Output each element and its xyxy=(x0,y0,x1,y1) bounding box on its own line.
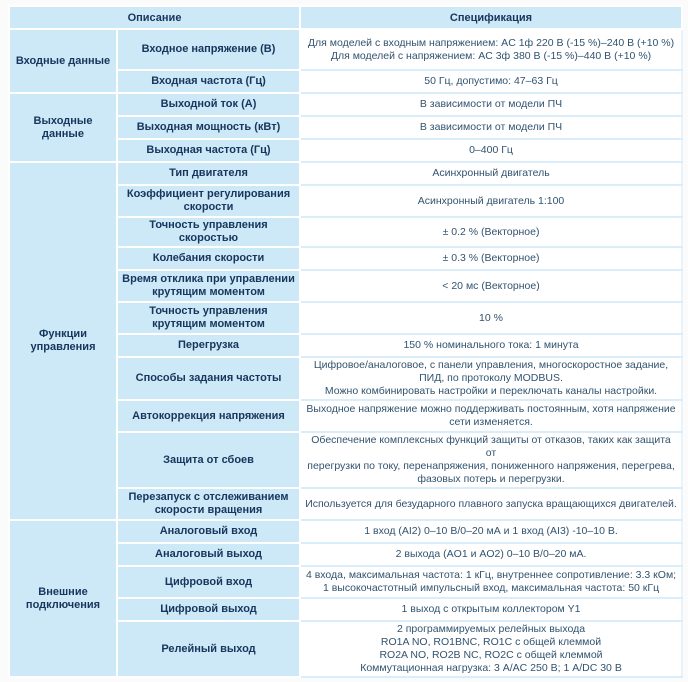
table-row: Выходные данные Выходной ток (А) В завис… xyxy=(8,92,684,163)
header-specification: Спецификация xyxy=(299,5,684,30)
spec-cell: ± 0.3 % (Векторное) xyxy=(299,246,684,271)
spec-cell: 150 % номинального тока: 1 минута xyxy=(299,333,684,358)
param-cell: Колебания скорости xyxy=(115,246,302,271)
spec-cell: ± 0.2 % (Векторное) xyxy=(299,216,684,248)
param-cell: Точность управления скоростью xyxy=(115,216,302,248)
param-cell: Выходной ток (А) xyxy=(115,92,302,117)
table-row: Входные данные Входное напряжение (В) Дл… xyxy=(8,28,684,94)
spec-cell: < 20 мс (Векторное) xyxy=(299,269,684,303)
spec-cell: 2 выхода (AO1 и AO2) 0–10 В/0–20 мА. xyxy=(299,542,684,567)
param-cell: Аналоговый выход xyxy=(115,542,302,567)
param-cell: Аналоговый вход xyxy=(115,519,302,544)
table-row: Перезапуск с отслеживанием скорости вращ… xyxy=(9,487,684,521)
table-row: Коэффициент регулирования скорости Асинх… xyxy=(9,184,684,218)
param-cell: Цифровой выход xyxy=(115,597,302,622)
table-row: Автокоррекция напряжения Выходное напряж… xyxy=(9,399,684,433)
table-row: Выходная мощность (кВт) В зависимости от… xyxy=(9,115,684,140)
group-cell-control-functions: Функции управления xyxy=(8,161,118,521)
table-row: Точность управления скоростью ± 0.2 % (В… xyxy=(9,216,684,248)
spec-cell: Цифровое/аналоговое, с панели управления… xyxy=(299,356,684,401)
param-cell: Перегрузка xyxy=(115,333,302,358)
spec-cell: 0–400 Гц xyxy=(299,138,684,163)
table-row: Защита от сбоев Обеспечение комплексных … xyxy=(9,431,684,489)
table-header-row: Описание Спецификация xyxy=(7,5,684,30)
param-cell: Выходная частота (Гц) xyxy=(115,138,302,163)
spec-cell: 1 выход с открытым коллектором Y1 xyxy=(299,597,684,622)
param-cell: Автокоррекция напряжения xyxy=(115,399,302,433)
spec-cell: 4 входа, максимальная частота: 1 кГц, вн… xyxy=(299,565,684,599)
table-row: Аналоговый выход 2 выхода (AO1 и AO2) 0–… xyxy=(9,542,684,567)
param-cell: Точность управления крутящим моментом xyxy=(115,301,302,335)
table-row: Перегрузка 150 % номинального тока: 1 ми… xyxy=(9,333,684,358)
param-cell: Перезапуск с отслеживанием скорости вращ… xyxy=(115,487,302,521)
spec-cell: 1 вход (AI2) 0–10 В/0–20 мА и 1 вход (AI… xyxy=(299,519,684,544)
param-cell: Тип двигателя xyxy=(115,161,302,186)
group-cell-external-connections: Внешние подключения xyxy=(8,519,118,678)
spec-cell: Выходное напряжение можно поддерживать п… xyxy=(299,399,684,433)
table-row: Способы задания частоты Цифровое/аналого… xyxy=(9,356,684,401)
param-cell: Защита от сбоев xyxy=(115,431,302,489)
param-cell: Коэффициент регулирования скорости xyxy=(115,184,302,218)
table-row: Цифровой выход 1 выход с открытым коллек… xyxy=(9,597,684,622)
group-cell-output-data: Выходные данные xyxy=(8,92,118,163)
spec-cell: Обеспечение комплексных функций защиты о… xyxy=(299,431,684,489)
spec-cell: 10 % xyxy=(299,301,684,335)
table-row: Время отклика при управлении крутящим мо… xyxy=(9,269,684,303)
table-row: Точность управления крутящим моментом 10… xyxy=(9,301,684,335)
param-cell: Релейный выход xyxy=(115,620,302,678)
spec-table: Описание Спецификация Входные данные Вхо… xyxy=(7,5,684,678)
table-row: Внешние подключения Аналоговый вход 1 вх… xyxy=(8,519,684,678)
table-row: Цифровой вход 4 входа, максимальная част… xyxy=(9,565,684,599)
spec-cell: Для моделей с входным напряжением: AC 1ф… xyxy=(299,28,684,71)
table-row: Колебания скорости ± 0.3 % (Векторное) xyxy=(9,246,684,271)
param-cell: Цифровой вход xyxy=(115,565,302,599)
spec-cell: Асинхронный двигатель 1:100 xyxy=(299,184,684,218)
table-row: Функции управления Тип двигателя Асинхро… xyxy=(8,161,684,521)
spec-cell: В зависимости от модели ПЧ xyxy=(299,115,684,140)
param-cell: Входная частота (Гц) xyxy=(115,69,302,94)
header-description: Описание xyxy=(7,5,302,30)
param-cell: Выходная мощность (кВт) xyxy=(115,115,302,140)
spec-cell: Асинхронный двигатель xyxy=(299,161,684,186)
spec-cell: 50 Гц, допустимо: 47–63 Гц xyxy=(299,69,684,94)
spec-cell: В зависимости от модели ПЧ xyxy=(299,92,684,117)
table-row: Входная частота (Гц) 50 Гц, допустимо: 4… xyxy=(9,69,684,94)
spec-cell: 2 программируемых релейных выхода RO1A N… xyxy=(299,620,684,678)
table-row: Выходная частота (Гц) 0–400 Гц xyxy=(9,138,684,163)
spec-cell: Используется для безударного плавного за… xyxy=(299,487,684,521)
param-cell: Способы задания частоты xyxy=(115,356,302,401)
param-cell: Время отклика при управлении крутящим мо… xyxy=(115,269,302,303)
param-cell: Входное напряжение (В) xyxy=(115,28,302,71)
group-cell-input-data: Входные данные xyxy=(8,28,118,94)
